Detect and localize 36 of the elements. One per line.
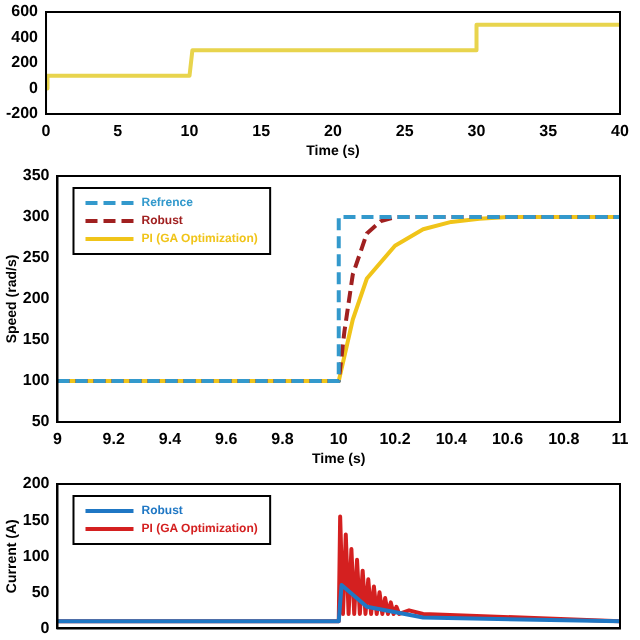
x-tick-label: 11 [611,430,630,449]
y-tick-label: 0 [40,618,51,637]
x-tick-label: 10 [180,122,200,141]
y-tick-label: 300 [22,207,51,226]
x-tick-label: 9 [53,430,64,449]
x-tick-label: 40 [611,122,630,141]
x-tick-label: 9.2 [102,430,126,449]
x-tick-label: 10.6 [491,430,525,449]
x-tick-label: 25 [395,122,415,141]
x-tick-label: 35 [539,122,559,141]
x-tick-label: 9.8 [271,430,295,449]
y-tick-label: -200 [5,104,40,123]
y-tick-label: 50 [31,582,51,601]
x-tick-label: 10.2 [379,430,412,449]
x-tick-label: 5 [113,122,124,141]
y-tick-label: 600 [11,2,40,21]
x-tick-label: 15 [252,122,272,141]
y-tick-label: 200 [11,53,40,72]
y-tick-label: 350 [22,166,51,185]
y-tick-label: 0 [29,78,40,97]
y-tick-label: 50 [31,412,51,431]
y-tick-label: 400 [11,27,40,46]
x-tick-label: 9.4 [158,430,183,449]
y-tick-label: 100 [22,371,51,390]
x-tick-label: 10.8 [548,430,581,449]
y-tick-label: 250 [22,248,51,267]
y-tick-label: 200 [22,289,51,308]
y-tick-label: 150 [22,330,51,349]
x-tick-label: 10.4 [435,430,468,449]
x-tick-label: 30 [467,122,487,141]
y-tick-label: 200 [22,474,51,493]
y-tick-label: 150 [22,510,51,529]
x-tick-label: 9.6 [215,430,239,449]
x-tick-label: 20 [324,122,343,141]
x-tick-label: 10 [329,430,349,449]
y-tick-label: 100 [22,546,51,565]
